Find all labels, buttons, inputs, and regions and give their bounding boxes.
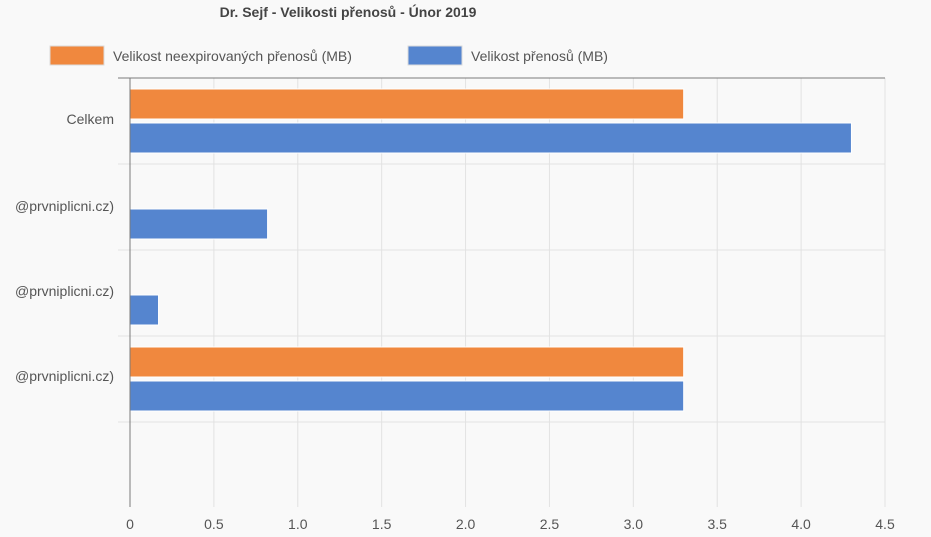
legend-label: Velikost přenosů (MB) <box>471 48 608 64</box>
x-axis-ticks: 0 0.5 1.0 1.5 2.0 2.5 3.0 3.5 4.0 4.5 <box>126 516 895 532</box>
category-label: @prvniplicni.cz) <box>15 368 114 384</box>
x-tick-label: 4.5 <box>875 516 895 532</box>
legend: Velikost neexpirovaných přenosů (MB) Veli… <box>49 45 608 66</box>
category-label: Celkem <box>67 111 114 127</box>
x-tick-label: 0.5 <box>204 516 224 532</box>
chart-title: Dr. Sejf - Velikosti přenosů - Únor 2019 <box>220 3 477 20</box>
bar[interactable] <box>129 346 685 378</box>
x-tick-label: 0 <box>126 516 134 532</box>
x-tick-label: 3.5 <box>707 516 727 532</box>
category-label: @prvniplicni.cz) <box>15 283 114 299</box>
bars <box>129 88 852 412</box>
x-tick-label: 1.5 <box>372 516 392 532</box>
bar[interactable] <box>129 380 685 412</box>
legend-swatch <box>407 45 463 66</box>
x-tick-label: 2.5 <box>540 516 560 532</box>
category-label: @prvniplicni.cz) <box>15 198 114 214</box>
x-tick-label: 2.0 <box>456 516 476 532</box>
bar[interactable] <box>129 294 160 326</box>
x-tick-label: 1.0 <box>288 516 308 532</box>
legend-swatch <box>49 45 105 66</box>
y-axis-labels: Celkem @prvniplicni.cz) @prvniplicni.cz) @p… <box>15 111 114 384</box>
x-tick-label: 4.0 <box>791 516 811 532</box>
x-tick-label: 3.0 <box>624 516 644 532</box>
axes <box>118 77 885 507</box>
legend-label: Velikost neexpirovaných přenosů (MB) <box>113 48 352 64</box>
bar[interactable] <box>129 208 269 240</box>
bar[interactable] <box>129 122 852 154</box>
bar[interactable] <box>129 88 685 120</box>
